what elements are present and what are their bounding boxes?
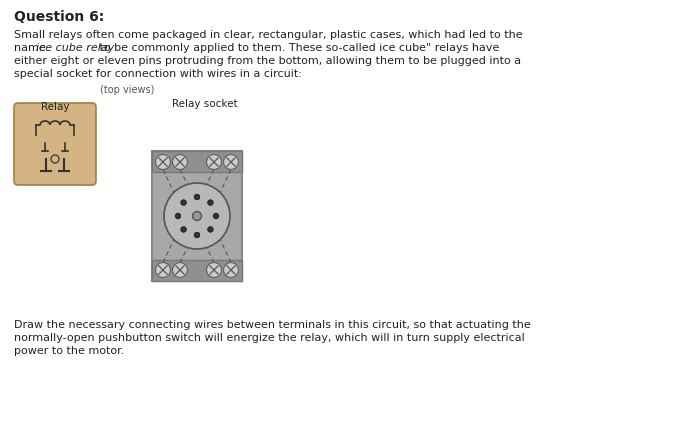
- Text: name: name: [14, 43, 49, 53]
- Circle shape: [213, 214, 219, 219]
- Text: power to the motor.: power to the motor.: [14, 345, 124, 355]
- Text: (top views): (top views): [100, 85, 154, 95]
- Circle shape: [207, 227, 214, 233]
- Circle shape: [172, 155, 188, 170]
- Bar: [152, 261, 242, 281]
- Circle shape: [207, 155, 222, 170]
- Circle shape: [181, 200, 186, 206]
- Circle shape: [224, 263, 239, 278]
- Circle shape: [194, 195, 200, 200]
- Circle shape: [181, 227, 186, 233]
- Bar: [152, 152, 242, 281]
- Text: Question 6:: Question 6:: [14, 10, 104, 24]
- Circle shape: [172, 263, 188, 278]
- Text: Relay socket: Relay socket: [172, 99, 238, 109]
- Circle shape: [194, 233, 200, 238]
- Text: Draw the necessary connecting wires between terminals in this circuit, so that a: Draw the necessary connecting wires betw…: [14, 319, 531, 329]
- Text: ice cube relay: ice cube relay: [35, 43, 114, 53]
- Text: special socket for connection with wires in a circuit:: special socket for connection with wires…: [14, 69, 302, 79]
- Circle shape: [193, 212, 201, 221]
- Bar: [152, 152, 242, 172]
- Text: Small relays often come packaged in clear, rectangular, plastic cases, which had: Small relays often come packaged in clea…: [14, 30, 523, 40]
- Circle shape: [207, 263, 222, 278]
- Text: to be commonly applied to them. These so-called ice cube" relays have: to be commonly applied to them. These so…: [96, 43, 499, 53]
- FancyBboxPatch shape: [14, 104, 96, 186]
- Circle shape: [175, 214, 181, 219]
- Text: normally-open pushbutton switch will energize the relay, which will in turn supp: normally-open pushbutton switch will ene…: [14, 332, 525, 342]
- Text: Relay: Relay: [41, 102, 69, 112]
- Circle shape: [164, 184, 230, 249]
- Circle shape: [224, 155, 239, 170]
- Text: either eight or eleven pins protruding from the bottom, allowing them to be plug: either eight or eleven pins protruding f…: [14, 56, 521, 66]
- Circle shape: [155, 263, 170, 278]
- Circle shape: [155, 155, 170, 170]
- Circle shape: [207, 200, 214, 206]
